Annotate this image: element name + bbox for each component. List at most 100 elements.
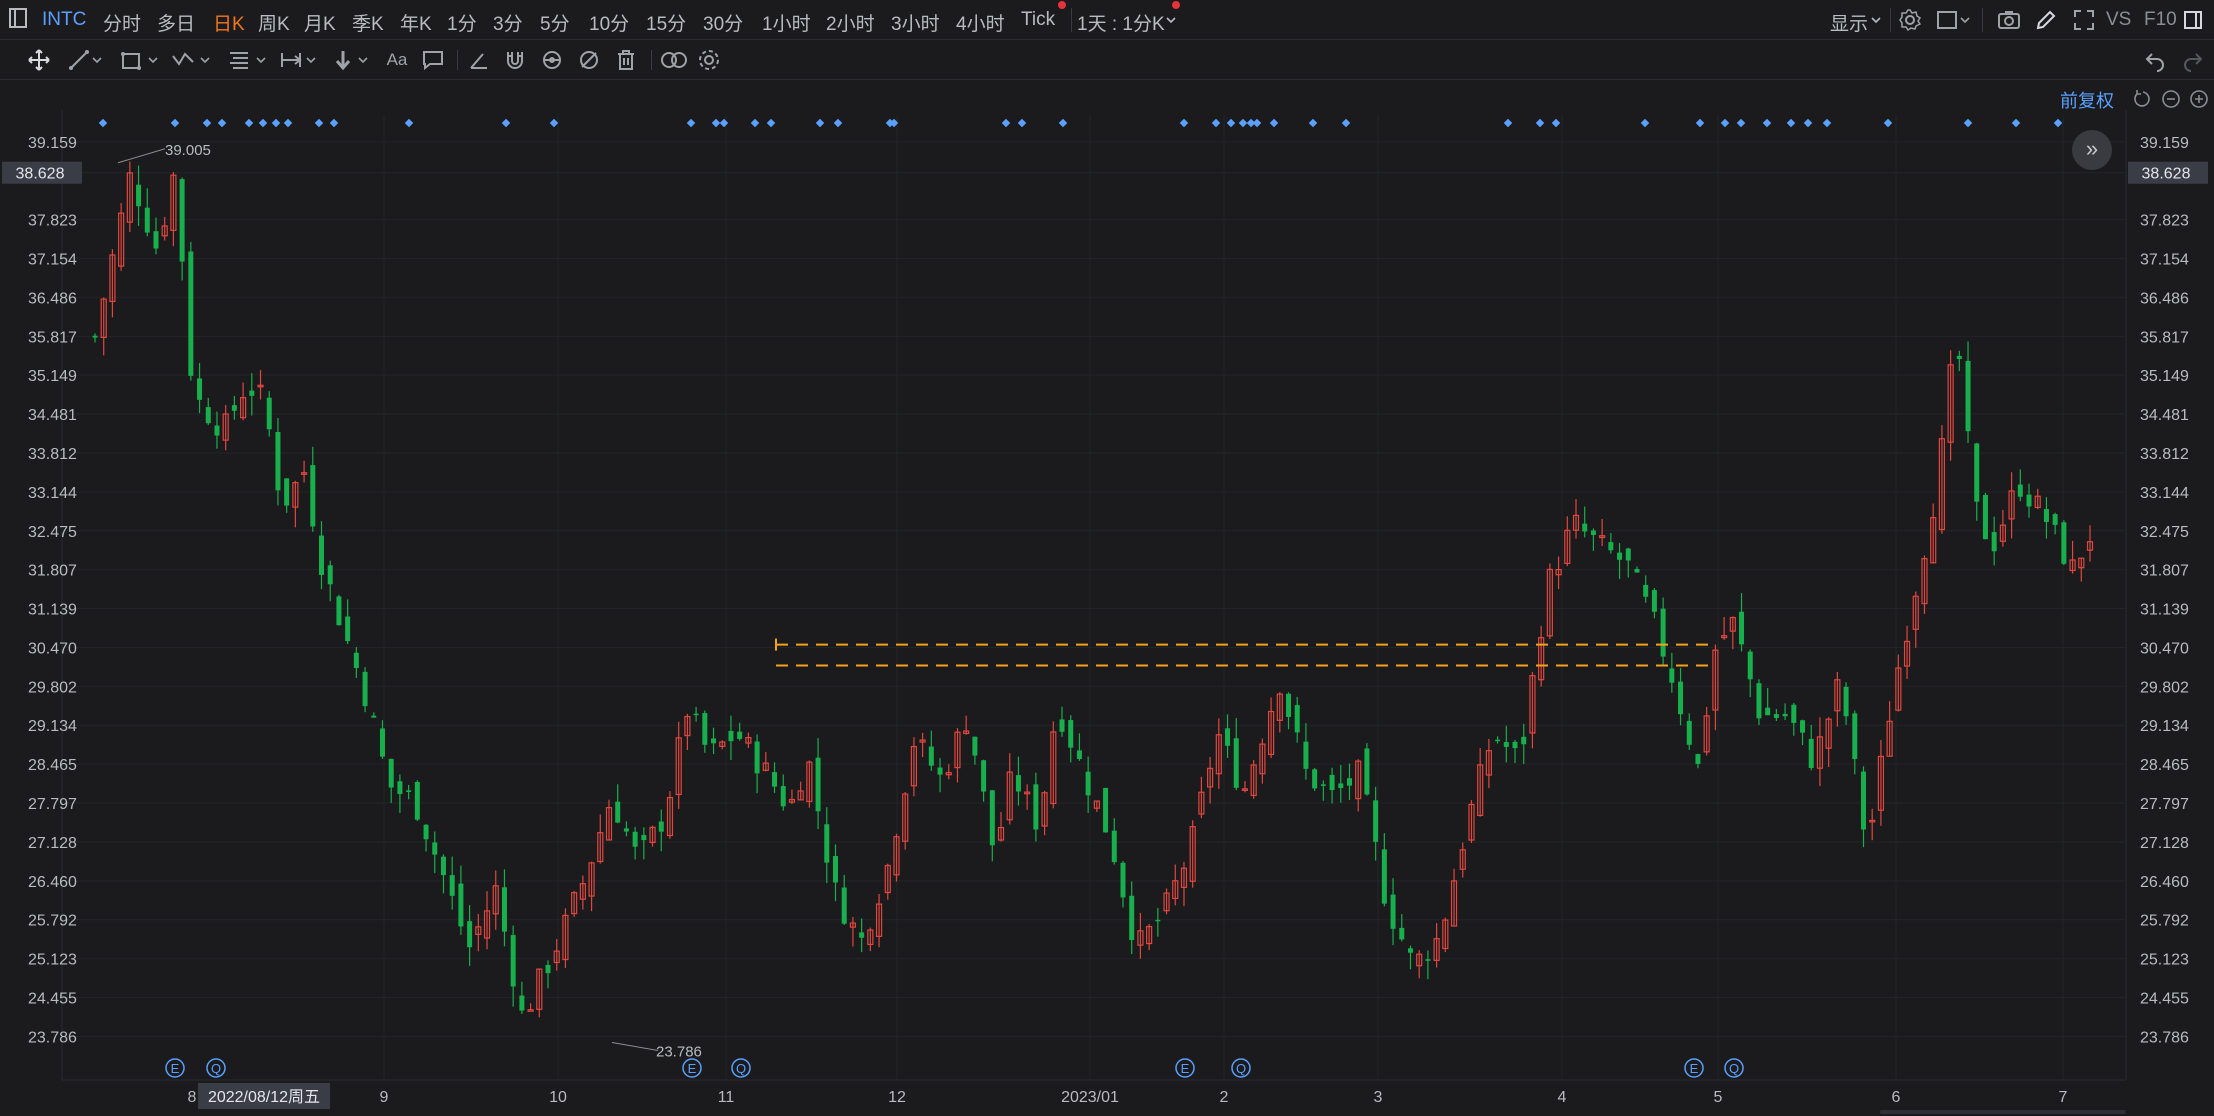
chevron-down-icon[interactable]	[1960, 15, 1970, 25]
event-diamond-marker[interactable]	[314, 118, 324, 128]
zoom-in-icon[interactable]	[2190, 90, 2208, 108]
zoom-out-icon[interactable]	[2162, 90, 2180, 108]
event-diamond-marker[interactable]	[1720, 118, 1730, 128]
price-chart[interactable]: 39.159 39.159 38.628 38.628 37.823 37.823 37.1…	[0, 80, 2214, 1116]
chevron-down-icon[interactable]	[1871, 15, 1881, 25]
measure-tool-icon[interactable]	[278, 48, 304, 72]
chevron-down-icon[interactable]	[256, 55, 266, 65]
event-diamond-marker[interactable]	[750, 118, 760, 128]
event-diamond-marker[interactable]	[1341, 118, 1351, 128]
interval-tab[interactable]: 多日	[157, 14, 196, 35]
event-diamond-marker[interactable]	[217, 118, 227, 128]
candlestick-chart[interactable]: 39.159 39.159 38.628 38.628 37.823 37.823 37.1…	[0, 80, 2214, 1116]
arrow-down-tool-icon[interactable]	[330, 48, 356, 72]
event-diamond-marker[interactable]	[258, 118, 268, 128]
interval-tab[interactable]: 10分	[589, 14, 630, 35]
interval-tab[interactable]: 年K	[400, 14, 432, 35]
interval-tab[interactable]: 1分	[447, 14, 477, 35]
rectangle-tool-icon[interactable]	[118, 48, 144, 72]
trash-icon[interactable]	[613, 48, 639, 72]
interval-tab[interactable]: 15分	[646, 14, 687, 35]
event-diamond-marker[interactable]	[766, 118, 776, 128]
earnings-marker[interactable]	[1684, 1058, 1704, 1078]
chevron-down-icon[interactable]	[306, 55, 316, 65]
interval-tab[interactable]: 2小时	[826, 14, 875, 35]
chart-settings-icon[interactable]	[696, 48, 722, 72]
interval-tab[interactable]: 30分	[703, 14, 744, 35]
fibonacci-tool-icon[interactable]	[226, 48, 252, 72]
quarter-marker[interactable]	[206, 1058, 226, 1078]
f10-button[interactable]: F10	[2144, 9, 2177, 30]
event-diamond-marker[interactable]	[711, 118, 721, 128]
chevron-down-icon[interactable]	[1166, 15, 1176, 25]
interval-tab[interactable]: 月K	[304, 14, 336, 35]
interval-tab[interactable]: Tick	[1021, 9, 1056, 30]
undo-icon[interactable]	[2142, 48, 2168, 72]
event-diamond-marker[interactable]	[719, 118, 729, 128]
event-diamond-marker[interactable]	[815, 118, 825, 128]
interval-tab[interactable]: 3小时	[891, 14, 940, 35]
chevron-down-icon[interactable]	[200, 55, 210, 65]
event-diamond-marker[interactable]	[1551, 118, 1561, 128]
interval-tab[interactable]: 4小时	[956, 14, 1005, 35]
event-diamond-marker[interactable]	[1179, 118, 1189, 128]
event-diamond-marker[interactable]	[1535, 118, 1545, 128]
event-diamond-marker[interactable]	[1695, 118, 1705, 128]
event-diamond-marker[interactable]	[1503, 118, 1513, 128]
sidebar-toggle-icon[interactable]	[8, 7, 28, 35]
interval-tab[interactable]: 季K	[352, 14, 384, 35]
event-diamond-marker[interactable]	[1822, 118, 1832, 128]
event-diamond-marker[interactable]	[271, 118, 281, 128]
event-diamond-marker[interactable]	[202, 118, 212, 128]
event-diamond-marker[interactable]	[549, 118, 559, 128]
event-diamond-marker[interactable]	[98, 118, 108, 128]
lock-drawings-icon[interactable]	[539, 48, 565, 72]
symbol-label[interactable]: INTC	[42, 9, 87, 30]
event-diamond-marker[interactable]	[2053, 118, 2063, 128]
quarter-marker[interactable]	[1724, 1058, 1744, 1078]
interval-tab[interactable]: 3分	[493, 14, 523, 35]
event-diamond-marker[interactable]	[1308, 118, 1318, 128]
event-diamond-marker[interactable]	[686, 118, 696, 128]
panel-icon[interactable]	[2183, 10, 2203, 30]
event-diamond-marker[interactable]	[1001, 118, 1011, 128]
earnings-marker[interactable]	[682, 1058, 702, 1078]
event-diamond-marker[interactable]	[1762, 118, 1772, 128]
comment-icon[interactable]	[420, 48, 446, 72]
event-diamond-marker[interactable]	[1238, 118, 1248, 128]
event-diamond-marker[interactable]	[1269, 118, 1279, 128]
earnings-marker[interactable]	[165, 1058, 185, 1078]
interval-tab[interactable]: 周K	[258, 14, 290, 35]
layout-icon[interactable]	[1936, 9, 1958, 31]
event-diamond-marker[interactable]	[329, 118, 339, 128]
quarter-marker[interactable]	[1231, 1058, 1251, 1078]
earnings-marker[interactable]	[1175, 1058, 1195, 1078]
event-diamond-marker[interactable]	[1640, 118, 1650, 128]
interval-tab[interactable]: 日K	[213, 14, 245, 35]
event-diamond-marker[interactable]	[170, 118, 180, 128]
quarter-marker[interactable]	[731, 1058, 751, 1078]
display-menu[interactable]: 显示	[1830, 14, 1869, 35]
overlay-compare-icon[interactable]	[658, 48, 690, 72]
event-diamond-marker[interactable]	[283, 118, 293, 128]
hide-drawings-icon[interactable]	[576, 48, 602, 72]
fullscreen-icon[interactable]	[2073, 9, 2095, 31]
event-diamond-marker[interactable]	[1883, 118, 1893, 128]
event-diamond-marker[interactable]	[1963, 118, 1973, 128]
chevron-down-icon[interactable]	[92, 55, 102, 65]
event-diamond-marker[interactable]	[1226, 118, 1236, 128]
move-icon[interactable]	[26, 48, 52, 72]
price-adjust-button[interactable]: 前复权	[2060, 91, 2114, 111]
settings-icon[interactable]	[1898, 8, 1922, 32]
chevron-down-icon[interactable]	[358, 55, 368, 65]
event-diamond-marker[interactable]	[1058, 118, 1068, 128]
interval-tab[interactable]: 5分	[540, 14, 570, 35]
chevron-down-icon[interactable]	[148, 55, 158, 65]
event-diamond-marker[interactable]	[1786, 118, 1796, 128]
interval-tab[interactable]: 1小时	[762, 14, 811, 35]
event-diamond-marker[interactable]	[833, 118, 843, 128]
event-diamond-marker[interactable]	[404, 118, 414, 128]
pattern-tool-icon[interactable]	[170, 48, 196, 72]
interval-tab[interactable]: 分时	[103, 14, 142, 35]
event-diamond-marker[interactable]	[244, 118, 254, 128]
